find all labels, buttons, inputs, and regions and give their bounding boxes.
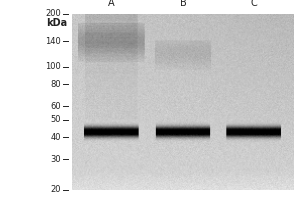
Text: B: B xyxy=(180,0,186,8)
Text: A: A xyxy=(108,0,115,8)
Text: 20: 20 xyxy=(51,186,61,194)
Text: 30: 30 xyxy=(50,155,61,164)
Text: 50: 50 xyxy=(51,115,61,124)
Text: C: C xyxy=(250,0,257,8)
Text: 100: 100 xyxy=(45,62,61,71)
Text: 80: 80 xyxy=(50,80,61,89)
Text: 200: 200 xyxy=(45,9,61,19)
Text: 140: 140 xyxy=(45,37,61,46)
Text: 40: 40 xyxy=(51,133,61,142)
Text: 60: 60 xyxy=(50,102,61,111)
Text: kDa: kDa xyxy=(46,18,68,28)
